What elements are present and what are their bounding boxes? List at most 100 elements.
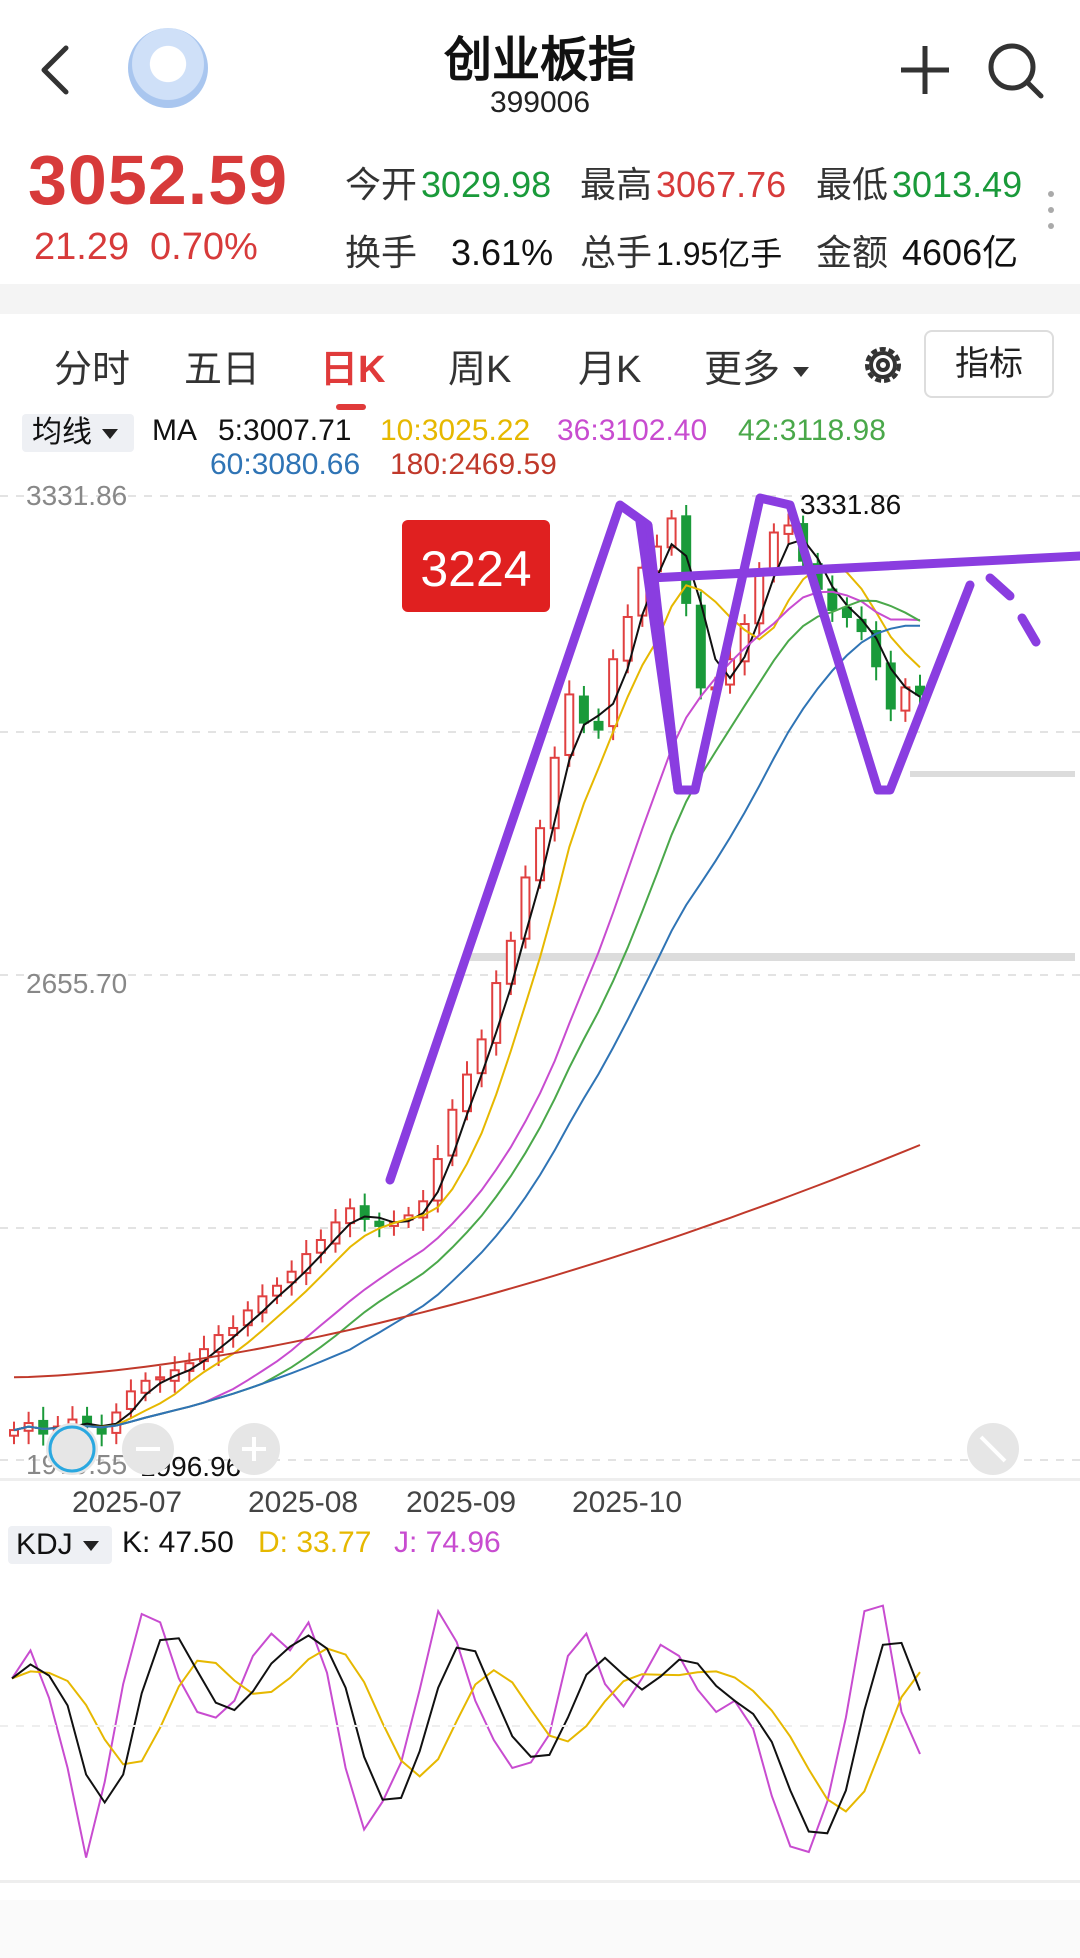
tab-daily-k[interactable]: 日K xyxy=(320,349,386,391)
trend-drawing-stroke xyxy=(635,517,683,795)
candle-body xyxy=(38,1419,49,1435)
candle-body xyxy=(155,1376,166,1381)
caret-down-icon xyxy=(82,1541,99,1552)
ma42-value: 42:3118.98 xyxy=(738,414,886,447)
candle-body xyxy=(359,1205,370,1220)
ma60-line xyxy=(13,624,920,1432)
x-axis-tick: 2025-07 xyxy=(72,1486,182,1519)
candle-body xyxy=(695,604,706,689)
search-icon[interactable] xyxy=(985,40,1045,100)
tab-intraday[interactable]: 分时 xyxy=(54,349,131,391)
candle-body xyxy=(272,1284,283,1297)
amount-value: 4606亿 xyxy=(902,232,1019,273)
ma-selector[interactable]: 均线 xyxy=(22,414,134,452)
pane-divider xyxy=(0,1478,1080,1481)
kdj-k-value: K: 47.50 xyxy=(122,1526,234,1559)
candle-body xyxy=(666,517,677,549)
caret-down-icon xyxy=(102,429,118,440)
page-title: 创业板指 xyxy=(443,34,636,87)
indicator-button[interactable]: 指标 xyxy=(924,330,1054,398)
ma180-line xyxy=(13,1144,921,1379)
turnover-value: 3.61% xyxy=(451,232,554,273)
price-change-pct: 0.70% xyxy=(150,226,258,268)
high-value: 3067.76 xyxy=(656,164,787,205)
ma-prefix: MA xyxy=(152,414,197,447)
volume-stat: 总手 1.95亿手 xyxy=(580,224,782,276)
x-axis-tick: 2025-08 xyxy=(248,1486,358,1519)
candle-body xyxy=(286,1270,297,1284)
open-stat: 今开 3029.98 xyxy=(345,156,551,208)
app-header: 创业板指 399006 xyxy=(0,0,1080,135)
gear-icon[interactable] xyxy=(858,340,908,390)
candle-body xyxy=(228,1327,239,1337)
price-box xyxy=(402,520,550,612)
projection-dash xyxy=(1017,613,1041,647)
stock-code: 399006 xyxy=(489,86,591,119)
high-label: 最高 xyxy=(580,164,653,205)
ma5-value: 5:3007.71 xyxy=(218,414,352,447)
tab-five-day[interactable]: 五日 xyxy=(184,349,261,391)
x-axis-tick: 2025-10 xyxy=(572,1486,682,1519)
avatar[interactable] xyxy=(128,28,208,108)
candle-body xyxy=(578,695,589,724)
projection-dash xyxy=(985,573,1015,601)
candle-body xyxy=(374,1220,385,1227)
add-icon[interactable] xyxy=(895,40,955,100)
ma10-value: 10:3025.22 xyxy=(380,414,531,447)
open-label: 今开 xyxy=(345,164,418,205)
more-vertical-icon[interactable] xyxy=(1046,188,1056,232)
kdj-k-line xyxy=(11,1634,921,1835)
volume-value: 1.95亿手 xyxy=(656,236,783,272)
price-box-label: 3224 xyxy=(420,541,531,597)
moving-average-lines xyxy=(13,538,921,1432)
chart-grid: 3331.862655.701979.552025-072025-082025-… xyxy=(0,480,1080,1883)
amount-label: 金额 xyxy=(816,232,889,273)
expand-icon xyxy=(979,1435,1007,1463)
y-axis-label: 2655.70 xyxy=(26,968,127,999)
overlay-band xyxy=(470,953,1075,961)
candle-body xyxy=(520,876,531,940)
candle-body xyxy=(768,531,779,573)
candle-body xyxy=(608,658,619,728)
active-tab-indicator xyxy=(336,404,366,410)
open-value: 3029.98 xyxy=(421,164,552,205)
ma60-value: 60:3080.66 xyxy=(210,448,361,481)
candle-body xyxy=(315,1239,326,1254)
candle-body xyxy=(418,1200,429,1219)
pane-divider xyxy=(0,1880,1080,1883)
candle-body xyxy=(900,686,911,712)
resistance-line xyxy=(645,551,1080,583)
hand-drawn-overlay xyxy=(385,493,1080,1185)
overlay-band xyxy=(910,771,1075,777)
tab-more[interactable]: 更多 xyxy=(704,338,811,393)
candle-body xyxy=(564,693,575,756)
tab-monthly-k[interactable]: 月K xyxy=(578,349,642,391)
tab-weekly-k[interactable]: 周K xyxy=(448,349,512,391)
kdj-j-line xyxy=(11,1604,921,1858)
kdj-selector[interactable]: KDJ xyxy=(8,1526,112,1564)
candle-body xyxy=(140,1379,151,1394)
candle-body xyxy=(593,720,604,731)
x-axis-tick: 2025-09 xyxy=(406,1486,516,1519)
turnover-stat: 换手 3.61% xyxy=(345,224,553,276)
candle-body xyxy=(827,588,838,611)
candle-body xyxy=(549,756,560,830)
candlesticks xyxy=(9,505,925,1447)
ma-selector-label: 均线 xyxy=(32,416,92,449)
ma5-line xyxy=(13,538,921,1432)
candle-body xyxy=(915,685,925,696)
amount-stat: 金额 4606亿 xyxy=(816,224,1018,276)
max-price-label: 3331.86 xyxy=(800,489,901,520)
candle-body xyxy=(345,1207,356,1225)
ma180-value: 180:2469.59 xyxy=(390,448,557,481)
tab-more-label: 更多 xyxy=(704,349,781,391)
period-tabs: 分时 五日 日K 周K 月K 更多 指标 xyxy=(0,314,1080,414)
low-stat: 最低 3013.49 xyxy=(816,156,1022,208)
turnover-label: 换手 xyxy=(345,232,418,273)
back-arrow-icon[interactable] xyxy=(30,40,80,100)
price-change: 21.29 xyxy=(34,226,130,268)
candle-body xyxy=(125,1390,136,1410)
k-logo-icon xyxy=(48,1425,96,1473)
